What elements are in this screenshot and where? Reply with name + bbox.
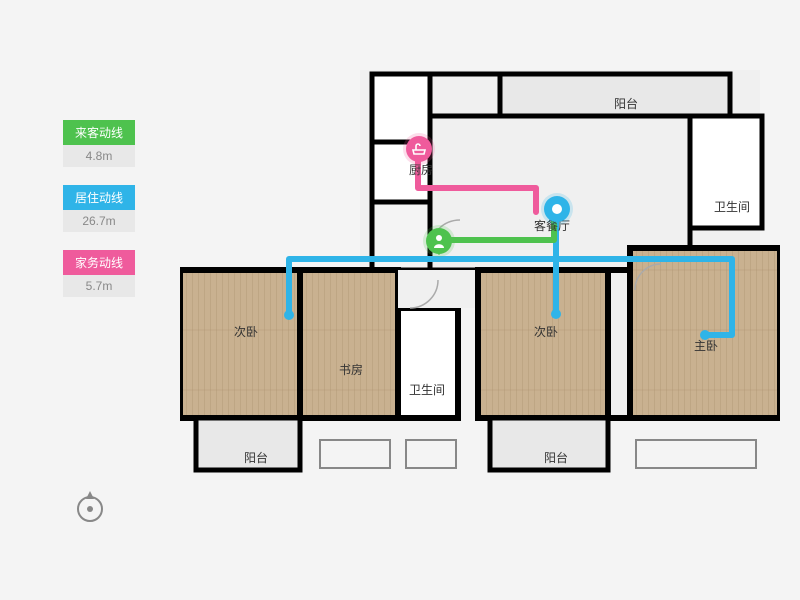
endpoint-dot [551,309,561,319]
label-bath-top: 卫生间 [712,197,752,216]
label-balcony-top: 阳台 [612,94,640,113]
legend-guest-label: 来客动线 [63,120,135,145]
start-chores-icon [406,136,432,162]
label-balcony-bl: 阳台 [242,448,270,467]
path-living [289,208,732,335]
label-study: 书房 [337,360,365,379]
label-balcony-br: 阳台 [542,448,570,467]
legend-living: 居住动线 26.7m [63,185,135,232]
legend-chores-label: 家务动线 [63,250,135,275]
legend-chores-value: 5.7m [63,275,135,297]
legend-guest-value: 4.8m [63,145,135,167]
label-bed2-left: 次卧 [232,322,260,341]
compass-icon [70,485,110,530]
legend-living-value: 26.7m [63,210,135,232]
label-bed2-right: 次卧 [532,322,560,341]
node-living-icon [544,196,570,222]
label-bed-master: 主卧 [692,336,720,355]
endpoint-dot [284,310,294,320]
flow-paths [180,60,780,550]
label-bath-mid: 卫生间 [407,380,447,399]
legend-chores: 家务动线 5.7m [63,250,135,297]
legend-living-label: 居住动线 [63,185,135,210]
floorplan: 阳台 厨房 卫生间 客餐厅 次卧 书房 卫生间 次卧 主卧 阳台 阳台 [180,60,780,550]
legend-panel: 来客动线 4.8m 居住动线 26.7m 家务动线 5.7m [63,120,135,315]
start-guest-icon [426,228,452,254]
legend-guest: 来客动线 4.8m [63,120,135,167]
path-chores [418,152,536,212]
